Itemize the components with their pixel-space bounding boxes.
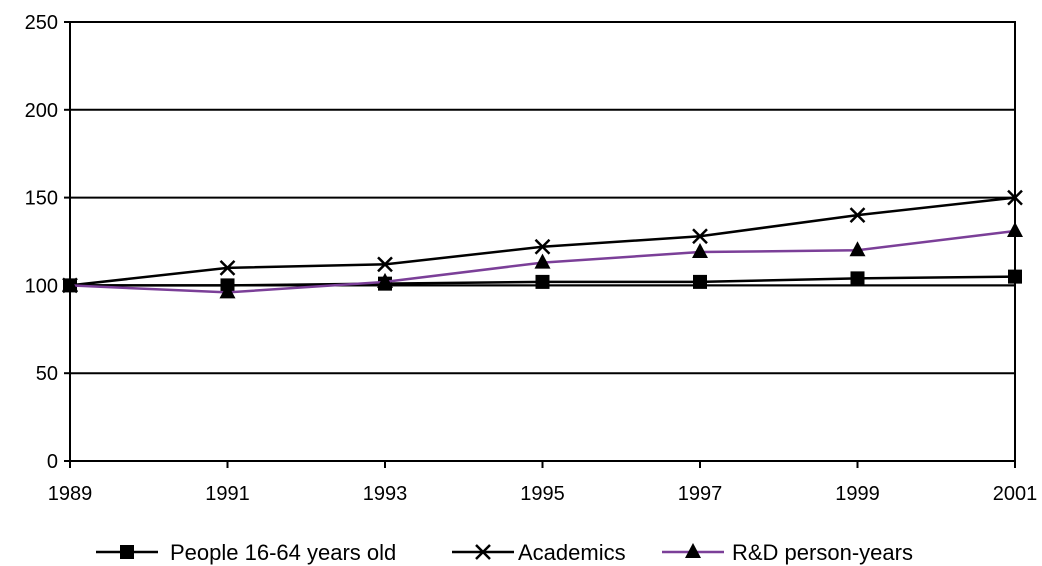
data-point-marker bbox=[377, 256, 393, 273]
data-point-marker bbox=[849, 207, 866, 224]
y-tick-label: 100 bbox=[25, 275, 58, 297]
x-tick-label: 1999 bbox=[835, 483, 880, 505]
y-tick-label: 250 bbox=[25, 12, 58, 34]
series-line bbox=[69, 196, 1016, 287]
x-tick-label: 1995 bbox=[520, 483, 565, 505]
data-point-marker bbox=[1007, 221, 1023, 237]
data-point-marker bbox=[62, 276, 78, 292]
data-point-marker bbox=[534, 238, 551, 255]
data-point-marker bbox=[692, 228, 708, 245]
x-tick-label: 1997 bbox=[678, 483, 723, 505]
data-point-marker bbox=[850, 271, 865, 286]
legend-marker bbox=[120, 545, 134, 559]
legend-marker bbox=[685, 543, 701, 558]
y-tick-label: 50 bbox=[36, 363, 58, 385]
legend-label: R&D person-years bbox=[732, 540, 913, 565]
data-point-marker bbox=[534, 253, 551, 269]
legend-item: R&D person-years bbox=[662, 540, 913, 565]
data-point-marker bbox=[219, 283, 236, 299]
data-point-marker bbox=[849, 241, 866, 257]
series-triangle bbox=[62, 221, 1023, 299]
x-axis-ticks: 1989 1991 1993 1995 1997 1999 2001 bbox=[48, 461, 1038, 505]
legend-item: People 16-64 years old bbox=[96, 540, 396, 565]
legend: People 16-64 years old Academics R&D perso… bbox=[96, 540, 913, 565]
legend-marker bbox=[475, 544, 491, 560]
axes bbox=[69, 21, 1016, 462]
legend-label: People 16-64 years old bbox=[170, 540, 396, 565]
y-tick-label: 0 bbox=[47, 451, 58, 473]
x-tick-label: 1991 bbox=[205, 483, 250, 505]
plot-area-frame bbox=[69, 21, 1016, 462]
series-square bbox=[63, 269, 1022, 293]
data-point-marker bbox=[693, 274, 707, 289]
data-point-marker bbox=[219, 259, 236, 276]
legend-label: Academics bbox=[518, 540, 626, 565]
x-tick-label: 1989 bbox=[48, 483, 93, 505]
data-point-marker bbox=[535, 274, 550, 289]
y-tick-label: 200 bbox=[25, 100, 58, 122]
legend-item: Academics bbox=[452, 540, 626, 565]
data-point-marker bbox=[1007, 189, 1023, 206]
gridlines bbox=[70, 21, 1015, 375]
series-layer bbox=[62, 189, 1023, 299]
data-point-marker bbox=[1008, 269, 1022, 284]
x-tick-label: 1993 bbox=[363, 483, 408, 505]
x-tick-label: 2001 bbox=[993, 483, 1038, 505]
data-point-marker bbox=[377, 272, 393, 288]
y-axis-ticks: 0 50 100 150 200 250 bbox=[25, 12, 70, 473]
data-point-marker bbox=[692, 243, 708, 259]
y-tick-label: 150 bbox=[25, 188, 58, 210]
